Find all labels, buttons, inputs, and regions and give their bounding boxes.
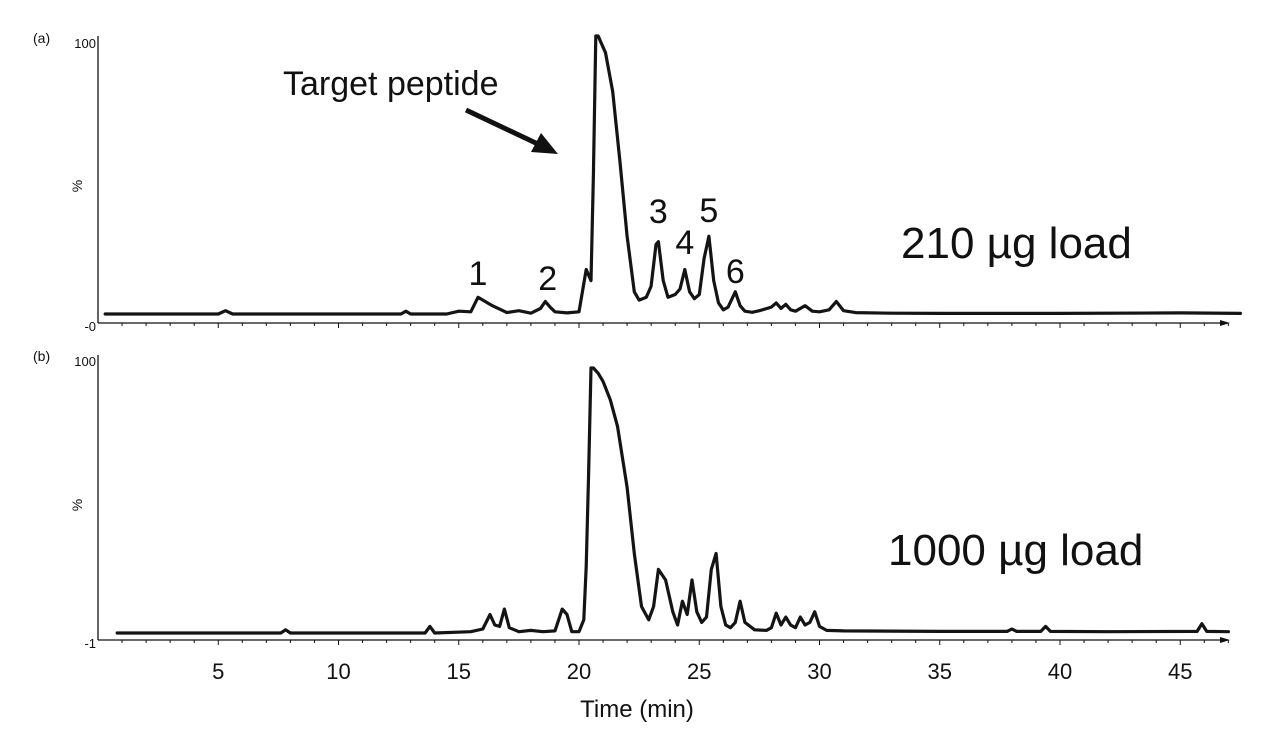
x-tick-label: 35 [928, 659, 952, 684]
panel-b-y-bottom-label: -1 [84, 636, 96, 651]
panel-a-x-ticks [121, 323, 1229, 328]
panel-a-label: (a) [33, 30, 50, 46]
peak-label-5: 5 [699, 192, 718, 230]
target-peptide-arrow [464, 107, 558, 154]
panel-a-x-axis-arrow [1220, 320, 1230, 326]
panel-b-load-label: 1000 µg load [888, 526, 1143, 575]
panel-b-label: (b) [33, 348, 50, 364]
panel-b-x-axis-arrow [1220, 637, 1230, 643]
x-tick-label: 45 [1168, 659, 1192, 684]
peak-label-3: 3 [649, 193, 668, 231]
peak-label-6: 6 [726, 253, 745, 291]
peak-label-2: 2 [538, 260, 557, 298]
panel-a-y-bottom-label: -0 [84, 319, 96, 334]
x-tick-label: 25 [687, 659, 711, 684]
x-tick-label: 30 [807, 659, 831, 684]
x-tick-label: 5 [212, 659, 224, 684]
panel-a-trace-line [103, 34, 1242, 316]
panel-a-y-mid-label: % [69, 180, 85, 192]
x-tick-label: 15 [447, 659, 471, 684]
panel-b-trace-line [115, 366, 1230, 635]
x-tick-label: 10 [326, 659, 350, 684]
panel-a-y-top-label: 100 [74, 36, 96, 51]
x-tick-label: 20 [567, 659, 591, 684]
x-tick-labels: 5 10 15 20 25 30 35 40 45 [212, 659, 1192, 684]
x-axis-title: Time (min) [580, 696, 694, 723]
panel-a-load-label: 210 µg load [901, 219, 1132, 268]
panel-b: (b) 100 % -1 1000 µg load [33, 348, 1230, 651]
peak-label-4: 4 [675, 224, 694, 262]
panel-b-x-ticks [121, 640, 1229, 645]
target-peptide-annotation: Target peptide [283, 65, 499, 103]
peak-label-1: 1 [469, 255, 488, 293]
panel-b-y-top-label: 100 [74, 354, 96, 369]
panel-b-y-mid-label: % [69, 499, 85, 511]
x-tick-label: 40 [1048, 659, 1072, 684]
